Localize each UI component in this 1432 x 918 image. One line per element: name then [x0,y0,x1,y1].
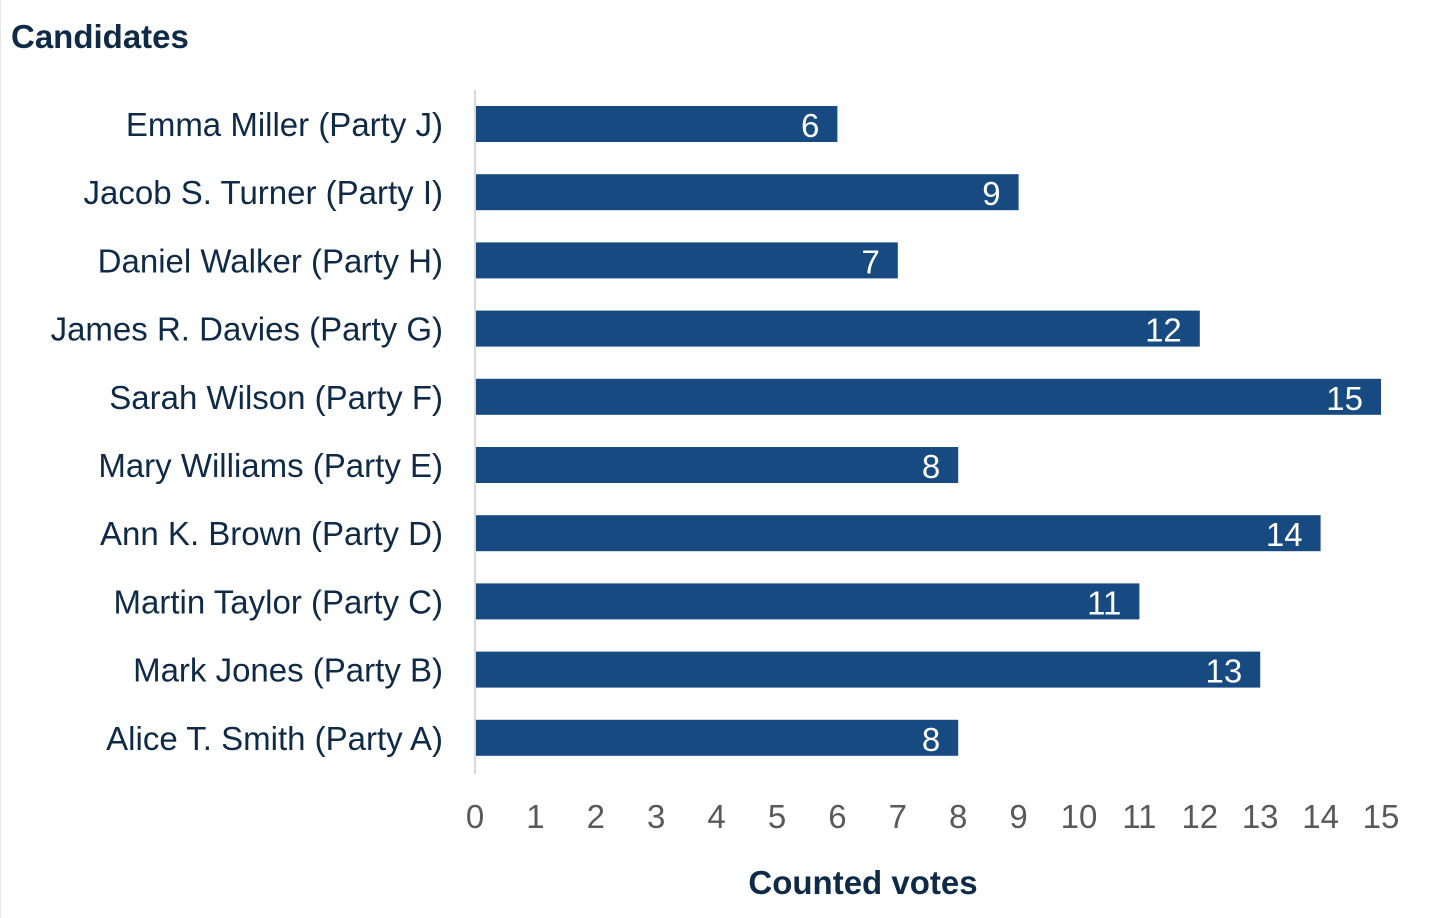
category-label: Daniel Walker (Party H) [98,242,443,279]
bar [476,583,1140,620]
x-tick-label: 5 [768,798,786,835]
bar [476,651,1261,688]
x-tick-label: 6 [828,798,846,835]
bar [476,515,1321,552]
x-tick-label: 1 [526,798,544,835]
category-label: Mary Williams (Party E) [98,447,443,484]
x-tick-label: 13 [1242,798,1279,835]
bar-data-label: 7 [861,243,879,280]
bar [476,447,959,483]
x-tick-label: 15 [1363,798,1400,835]
x-tick-label: 2 [587,798,605,835]
x-tick-label: 11 [1122,798,1156,835]
y-axis-title: Candidates [11,18,189,55]
x-tick-label: 7 [889,798,907,835]
bar [476,106,838,142]
category-label: Alice T. Smith (Party A) [106,720,443,757]
category-label: Emma Miller (Party J) [126,106,443,143]
category-label: Sarah Wilson (Party F) [109,379,443,416]
bar-data-label: 9 [982,175,1000,212]
bar-data-label: 8 [922,448,940,485]
x-tick-label: 12 [1181,798,1218,835]
data-labels: 6 9 7 12 15 8 14 11 13 8 [801,107,1363,758]
category-label: James R. Davies (Party G) [51,311,443,348]
bar-data-label: 14 [1266,516,1303,553]
bar-data-label: 12 [1145,312,1182,349]
bar-data-label: 8 [922,721,940,758]
x-tick-label: 10 [1061,798,1098,835]
x-tick-label: 3 [647,798,665,835]
bar-data-label: 13 [1205,653,1242,690]
x-tick-label: 0 [466,798,484,835]
category-label: Mark Jones (Party B) [133,652,443,689]
bars-group [476,106,1381,756]
x-axis-tick-labels: 0 1 2 3 4 5 6 7 8 9 10 11 12 13 14 15 [466,798,1400,835]
category-label: Jacob S. Turner (Party I) [84,174,443,211]
bar [476,174,1019,211]
x-tick-label: 8 [949,798,967,835]
bar [476,378,1381,415]
category-label: Martin Taylor (Party C) [114,583,443,620]
bar-data-label: 11 [1087,584,1121,621]
x-axis-title: Counted votes [748,864,977,901]
bar-data-label: 15 [1326,380,1363,417]
bar [476,310,1200,347]
x-tick-label: 9 [1009,798,1027,835]
bar-data-label: 6 [801,107,819,144]
bar [476,719,959,756]
category-label: Ann K. Brown (Party D) [100,515,443,552]
x-tick-label: 4 [707,798,725,835]
x-tick-label: 14 [1302,798,1339,835]
bar [476,242,898,279]
category-labels: Emma Miller (Party J) Jacob S. Turner (Pa… [51,106,443,757]
